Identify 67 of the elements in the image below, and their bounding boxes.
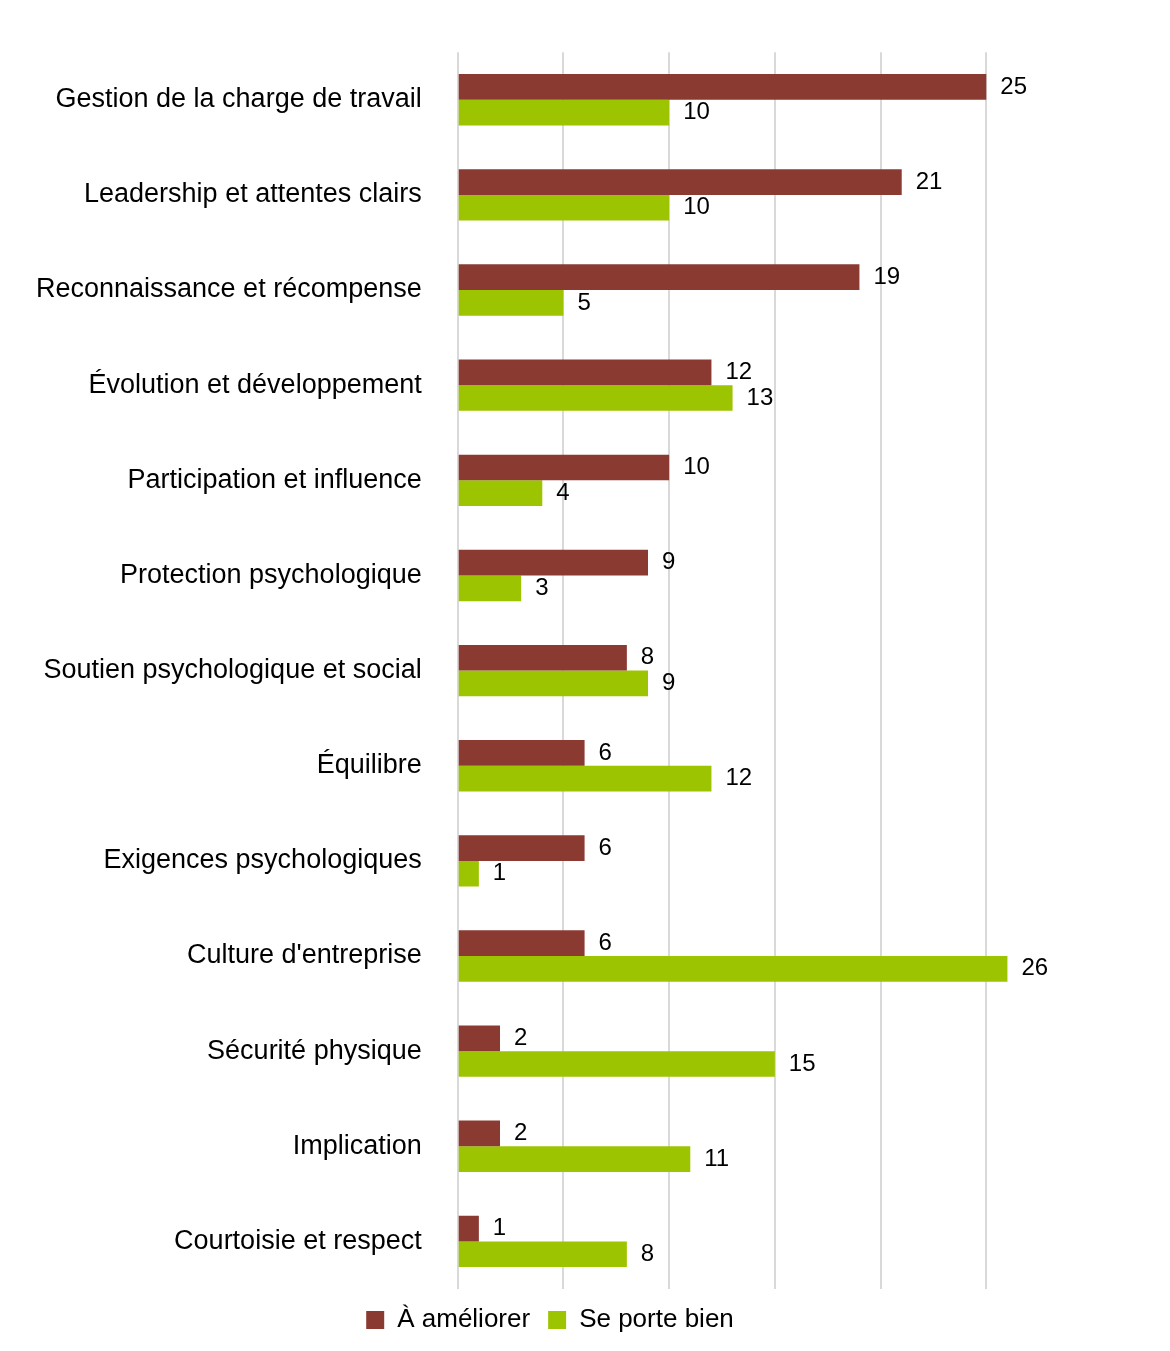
- y-tick-label: Exigences psychologiques: [103, 844, 422, 875]
- bar: [458, 194, 670, 221]
- bar: [458, 1025, 501, 1052]
- data-label: 6: [598, 927, 612, 955]
- y-tick-label: Leadership et attentes clairs: [84, 178, 422, 209]
- bar: [458, 74, 987, 100]
- y-tick-label: Évolution et développement: [88, 368, 423, 399]
- data-label: 21: [915, 166, 943, 194]
- bar: [458, 1120, 501, 1147]
- data-label: 26: [1021, 953, 1049, 981]
- bar: [458, 1241, 627, 1268]
- data-label: 6: [598, 737, 612, 765]
- bar: [458, 454, 670, 481]
- bar: [458, 765, 712, 792]
- data-label: 2: [514, 1118, 528, 1146]
- data-label: 8: [640, 642, 655, 670]
- bar: [458, 99, 670, 126]
- data-label: 12: [725, 763, 753, 791]
- data-label: 13: [746, 382, 774, 410]
- data-label: 5: [577, 287, 591, 315]
- data-label: 12: [725, 356, 753, 384]
- bar: [458, 930, 585, 957]
- bar: [458, 860, 479, 887]
- bar: [458, 670, 649, 697]
- y-tick-label: Équilibre: [316, 749, 422, 780]
- y-tick-label: Implication: [292, 1129, 422, 1160]
- data-label: 1: [492, 858, 507, 886]
- y-tick-label: Reconnaissance et récompense: [35, 273, 422, 304]
- data-label: 25: [1000, 71, 1027, 99]
- data-label: 10: [683, 192, 710, 220]
- data-label: 11: [704, 1143, 730, 1171]
- data-label: 6: [598, 832, 612, 860]
- y-tick-label: Culture d'entreprise: [186, 939, 422, 970]
- data-label: 10: [683, 452, 710, 480]
- y-tick-label: Courtoisie et respect: [174, 1224, 423, 1255]
- bar: [458, 264, 860, 291]
- data-label: 8: [640, 1238, 655, 1266]
- bar: [458, 359, 712, 386]
- bar: [458, 644, 627, 671]
- legend-label: À améliorer: [397, 1303, 531, 1334]
- bar: [458, 1051, 775, 1077]
- bar: [458, 1215, 479, 1242]
- data-label: 4: [556, 477, 570, 505]
- legend-label: Se porte bien: [579, 1303, 734, 1334]
- bar: [458, 480, 543, 507]
- bar: [458, 956, 1008, 982]
- data-label: 2: [514, 1022, 528, 1050]
- bar: [458, 169, 902, 195]
- bar: [458, 549, 649, 576]
- data-label: 10: [683, 97, 710, 125]
- bar: [458, 385, 733, 411]
- data-label: 15: [788, 1048, 816, 1076]
- data-label: 9: [662, 547, 676, 575]
- data-label: 1: [492, 1213, 507, 1241]
- bar: [458, 1146, 691, 1172]
- data-label: 19: [873, 261, 901, 289]
- data-label: 9: [662, 668, 676, 696]
- bar: [458, 740, 585, 766]
- y-tick-label: Participation et influence: [127, 463, 422, 494]
- y-tick-label: Soutien psychologique et social: [43, 654, 422, 685]
- y-tick-label: Gestion de la charge de travail: [55, 83, 422, 114]
- bar: [458, 835, 585, 861]
- y-tick-label: Sécurité physique: [207, 1034, 422, 1065]
- bar: [458, 290, 564, 316]
- y-tick-label: Protection psychologique: [120, 558, 422, 589]
- data-label: 3: [535, 572, 549, 600]
- bar: [458, 575, 522, 602]
